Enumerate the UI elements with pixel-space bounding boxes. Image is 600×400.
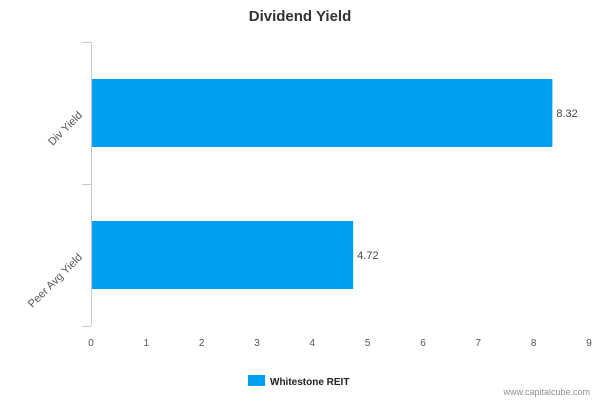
legend-swatch	[248, 375, 265, 386]
x-tick-label: 9	[586, 338, 592, 349]
x-tick-label: 2	[199, 338, 205, 349]
data-label: 8.32	[556, 108, 577, 120]
x-tick-label: 3	[254, 338, 260, 349]
bar	[92, 221, 354, 289]
category-label: Div Yield	[46, 109, 85, 148]
x-tick-label: 7	[476, 338, 482, 349]
legend-label: Whitestone REIT	[270, 377, 349, 388]
x-tick-label: 0	[88, 338, 94, 349]
credit-text: www.capitalcube.com	[502, 387, 590, 397]
x-tick-label: 8	[531, 338, 537, 349]
category-label: Peer Avg Yield	[26, 251, 85, 310]
legend: Whitestone REIT	[248, 375, 349, 388]
x-tick-label: 4	[310, 338, 316, 349]
x-tick-label: 1	[144, 338, 150, 349]
x-tick-label: 6	[420, 338, 426, 349]
data-label: 4.72	[357, 250, 378, 262]
plot-area: 0 1 2 3 4 5 6 7 8 9 8.32 Div Yield 4.72 Peer Avg Yiel…	[26, 42, 592, 349]
chart-title: Dividend Yield	[249, 8, 352, 25]
x-tick-label: 5	[365, 338, 371, 349]
bar	[92, 79, 553, 147]
